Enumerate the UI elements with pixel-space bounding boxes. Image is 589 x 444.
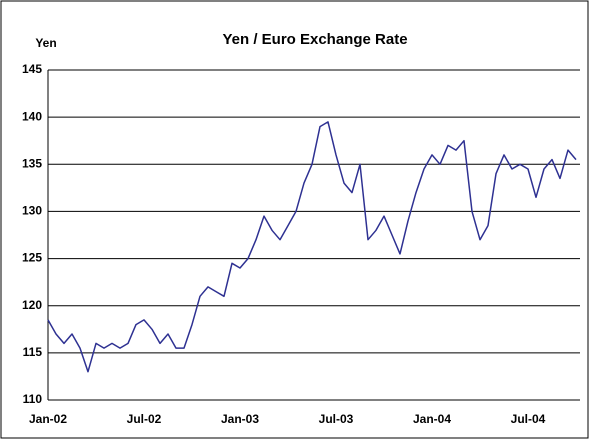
y-tick-label: 125 [22, 251, 42, 265]
x-tick-label: Jan-03 [221, 412, 259, 426]
chart-title: Yen / Euro Exchange Rate [222, 31, 407, 48]
x-tick-label: Jan-04 [413, 412, 451, 426]
y-tick-label: 110 [23, 392, 43, 406]
y-tick-label: 115 [23, 345, 43, 359]
x-tick-label: Jul-02 [127, 412, 162, 426]
y-axis-label: Yen [35, 36, 56, 50]
y-tick-label: 135 [22, 156, 42, 170]
x-tick-label: Jul-04 [511, 412, 546, 426]
y-tick-label: 145 [22, 62, 42, 76]
y-tick-label: 120 [22, 298, 42, 312]
data-line [47, 121, 577, 373]
y-tick-label: 130 [22, 204, 42, 218]
y-tick-label: 140 [22, 109, 42, 123]
x-tick-label: Jan-02 [29, 412, 67, 426]
x-tick-label: Jul-03 [319, 412, 354, 426]
